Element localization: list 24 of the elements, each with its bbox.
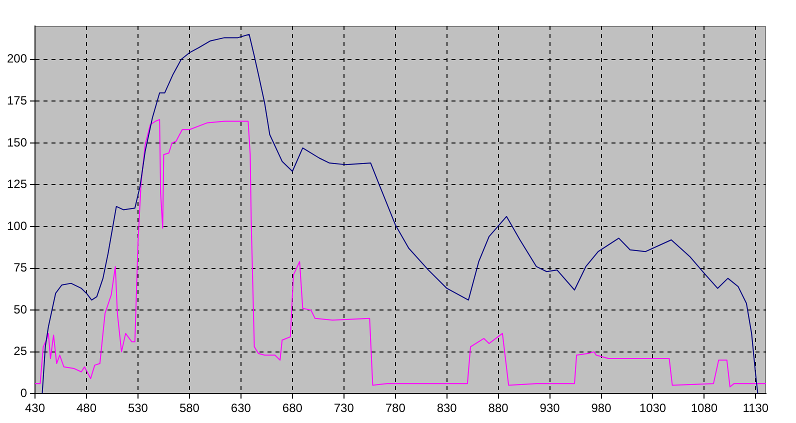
- y-tick-label: 175: [6, 94, 28, 108]
- y-tick-label: 125: [6, 177, 28, 192]
- x-tick-label: 880: [488, 401, 509, 416]
- x-tick-label: 730: [334, 401, 354, 416]
- x-tick-label: 1080: [690, 401, 718, 416]
- x-tick-label: 530: [128, 401, 148, 416]
- x-tick-label: 980: [591, 401, 612, 416]
- x-tick-label: 830: [436, 401, 458, 416]
- x-tick-label: 1030: [639, 401, 666, 416]
- x-tick-label: 1130: [742, 401, 769, 416]
- y-tick-label: 0: [20, 386, 28, 400]
- x-tick-label: 930: [540, 401, 560, 416]
- y-tick-label: 50: [14, 302, 28, 316]
- x-tick-label: 680: [282, 401, 303, 416]
- x-tick-label: 580: [179, 401, 200, 416]
- y-tick-label: 75: [14, 260, 28, 275]
- y-tick-label: 100: [6, 218, 28, 233]
- y-tick-label: 200: [6, 52, 28, 66]
- x-tick-label: 780: [385, 401, 406, 416]
- y-tick-label: 150: [6, 135, 28, 150]
- y-tick-label: 25: [14, 344, 28, 358]
- x-tick-label: 480: [76, 401, 97, 416]
- x-tick-label: 430: [25, 401, 46, 416]
- x-tick-label: 630: [230, 401, 252, 416]
